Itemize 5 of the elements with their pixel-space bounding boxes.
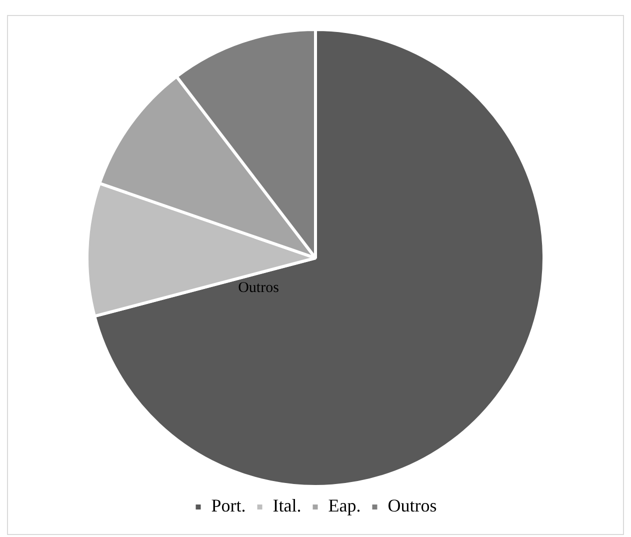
legend-label: Ital. [272,496,302,516]
legend-label: Outros [388,496,437,516]
legend-label: Eap. [328,496,361,516]
legend-label: Port. [211,496,246,516]
text: Outros [238,280,280,296]
